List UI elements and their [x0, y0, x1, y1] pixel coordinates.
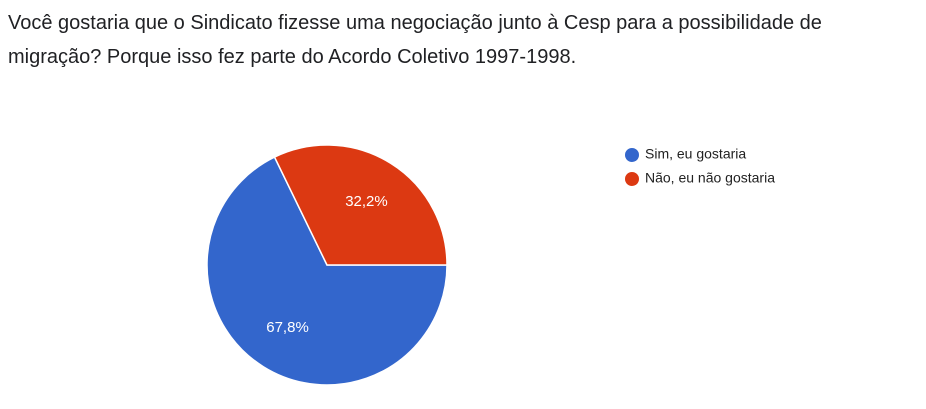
legend-label: Não, eu não gostaria [645, 170, 775, 186]
pie-slice [273, 144, 448, 266]
legend-marker [625, 172, 639, 186]
pie-slice [206, 156, 448, 386]
slice-label: 32,2% [345, 193, 388, 210]
legend-label: Sim, eu gostaria [645, 146, 746, 162]
chart-title: Você gostaria que o Sindicato fizesse um… [8, 12, 822, 68]
legend-marker [625, 148, 639, 162]
slice-label: 67,8% [266, 319, 309, 336]
